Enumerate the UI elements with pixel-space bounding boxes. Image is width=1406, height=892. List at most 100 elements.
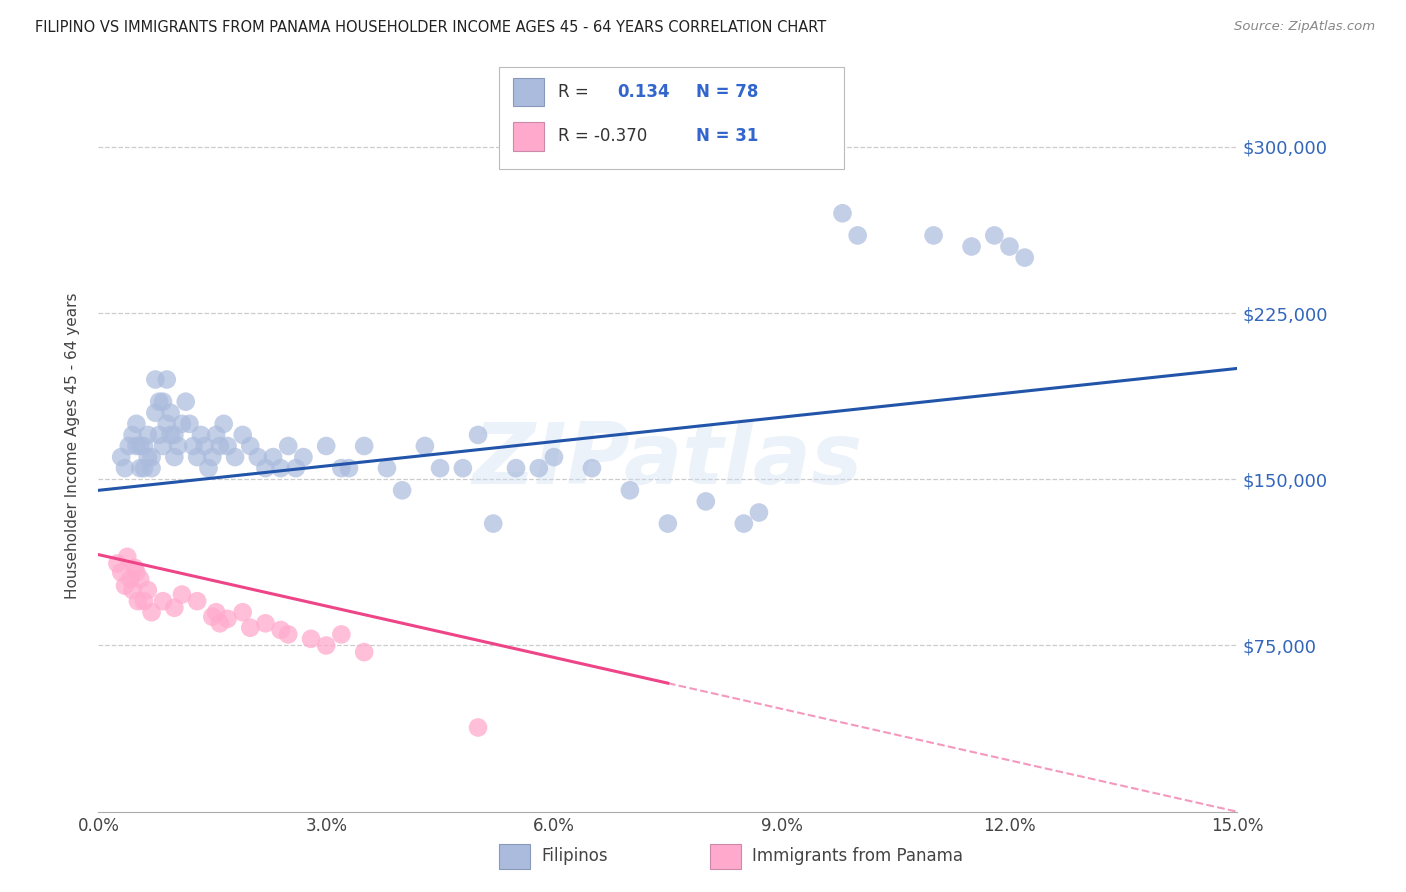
Point — [120, 572, 142, 586]
Point — [152, 439, 174, 453]
Text: 0.134: 0.134 — [617, 83, 669, 101]
Point — [337, 461, 360, 475]
Point — [129, 461, 152, 475]
Point — [132, 461, 155, 475]
Point — [141, 450, 163, 464]
Point — [205, 605, 228, 619]
Point — [170, 417, 193, 431]
Point — [581, 461, 603, 475]
Point — [375, 461, 398, 475]
Text: N = 31: N = 31 — [696, 128, 758, 145]
Point — [831, 206, 853, 220]
Point — [167, 439, 190, 453]
Text: FILIPINO VS IMMIGRANTS FROM PANAMA HOUSEHOLDER INCOME AGES 45 - 64 YEARS CORRELA: FILIPINO VS IMMIGRANTS FROM PANAMA HOUSE… — [35, 20, 827, 35]
Point — [391, 483, 413, 498]
Point — [107, 557, 129, 571]
Point — [183, 439, 205, 453]
Point — [118, 439, 141, 453]
Point — [270, 623, 292, 637]
Point — [145, 372, 167, 386]
Point — [152, 594, 174, 608]
Point — [136, 450, 159, 464]
Point — [505, 461, 527, 475]
Point — [159, 406, 181, 420]
Point — [846, 228, 869, 243]
Point — [353, 645, 375, 659]
Point — [163, 450, 186, 464]
Point — [136, 583, 159, 598]
Point — [695, 494, 717, 508]
Point — [254, 616, 277, 631]
Point — [922, 228, 945, 243]
Point — [239, 439, 262, 453]
Point — [201, 609, 224, 624]
Point — [156, 417, 179, 431]
Point — [170, 587, 193, 601]
Point — [159, 428, 181, 442]
Point — [224, 450, 246, 464]
Point — [543, 450, 565, 464]
Point — [527, 461, 550, 475]
Point — [163, 600, 186, 615]
Point — [262, 450, 284, 464]
Point — [299, 632, 322, 646]
Point — [239, 621, 262, 635]
Point — [114, 579, 136, 593]
Point — [141, 605, 163, 619]
Point — [114, 461, 136, 475]
Point — [110, 566, 132, 580]
Text: R =: R = — [558, 83, 589, 101]
Point — [110, 450, 132, 464]
Point — [998, 239, 1021, 253]
Point — [194, 439, 217, 453]
Point — [141, 461, 163, 475]
Point — [277, 439, 299, 453]
Point — [232, 605, 254, 619]
Point — [121, 428, 143, 442]
Text: Filipinos: Filipinos — [541, 847, 607, 865]
Point — [132, 439, 155, 453]
Point — [315, 439, 337, 453]
Point — [125, 417, 148, 431]
Point — [270, 461, 292, 475]
Point — [330, 627, 353, 641]
Point — [121, 583, 143, 598]
Text: Source: ZipAtlas.com: Source: ZipAtlas.com — [1234, 20, 1375, 33]
Point — [152, 394, 174, 409]
Point — [132, 594, 155, 608]
Point — [292, 450, 315, 464]
Point — [145, 406, 167, 420]
Point — [353, 439, 375, 453]
Point — [467, 428, 489, 442]
Point — [429, 461, 451, 475]
Point — [174, 394, 197, 409]
Point — [163, 428, 186, 442]
Point — [619, 483, 641, 498]
Point — [124, 561, 146, 575]
Point — [284, 461, 307, 475]
Point — [205, 428, 228, 442]
Point — [467, 721, 489, 735]
Point — [748, 506, 770, 520]
Point — [217, 439, 239, 453]
Point — [148, 428, 170, 442]
Point — [125, 439, 148, 453]
Point — [232, 428, 254, 442]
Point — [186, 594, 208, 608]
Y-axis label: Householder Income Ages 45 - 64 years: Householder Income Ages 45 - 64 years — [65, 293, 80, 599]
Point — [197, 461, 219, 475]
Text: R = -0.370: R = -0.370 — [558, 128, 647, 145]
Point — [277, 627, 299, 641]
Point — [208, 616, 231, 631]
Point — [657, 516, 679, 531]
Point — [208, 439, 231, 453]
Point — [212, 417, 235, 431]
Point — [129, 439, 152, 453]
Point — [482, 516, 505, 531]
Point — [201, 450, 224, 464]
Point — [186, 450, 208, 464]
Text: ZIPatlas: ZIPatlas — [472, 419, 863, 502]
Point — [127, 594, 149, 608]
Point — [451, 461, 474, 475]
Text: Immigrants from Panama: Immigrants from Panama — [752, 847, 963, 865]
